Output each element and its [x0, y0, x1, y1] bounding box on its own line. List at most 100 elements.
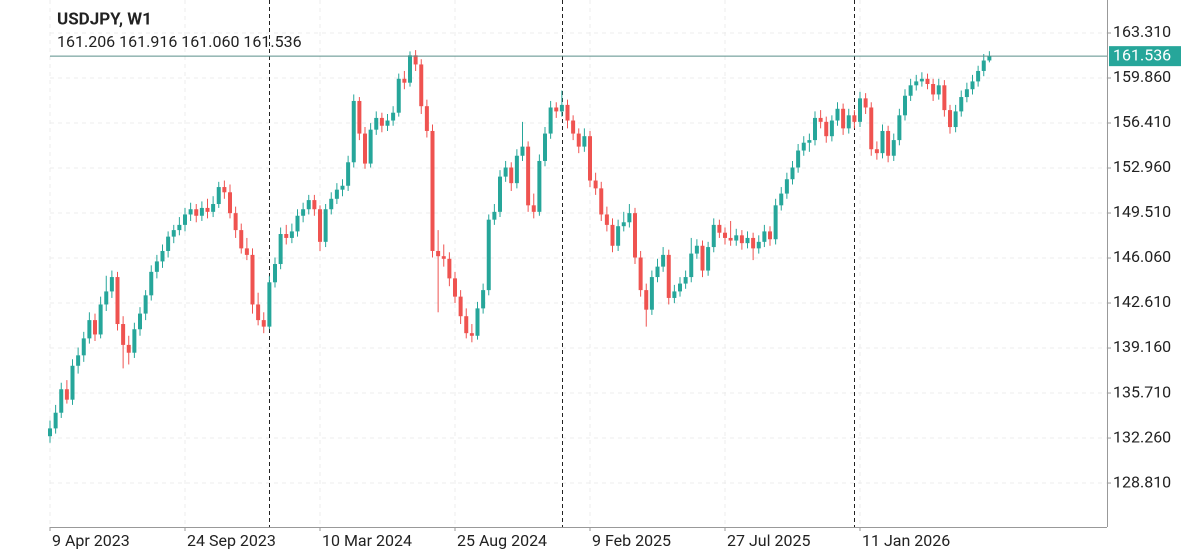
- candle-body: [64, 389, 69, 400]
- y-tick-label: 139.160: [1113, 337, 1171, 356]
- candle-body: [616, 226, 621, 246]
- candle-body: [312, 200, 317, 210]
- candle-body: [509, 167, 514, 184]
- candle-body: [599, 188, 604, 215]
- candle-body: [576, 133, 581, 147]
- candle-body: [880, 130, 885, 154]
- candle-body: [430, 130, 435, 251]
- candle-body: [453, 278, 457, 297]
- candle-body: [138, 313, 142, 330]
- candle-body: [154, 261, 159, 272]
- candle-body: [402, 78, 407, 83]
- candle-body: [678, 283, 682, 292]
- candle-body: [914, 81, 919, 86]
- candle-body: [655, 266, 660, 278]
- candle-body: [441, 256, 446, 259]
- x-tick-label: 9 Apr 2023: [52, 531, 130, 550]
- candle-body: [222, 187, 227, 193]
- candle-body: [627, 213, 632, 223]
- y-tick-label: 142.610: [1113, 292, 1171, 311]
- candle-body: [717, 224, 722, 233]
- candle-body: [520, 146, 525, 156]
- candle-body: [301, 209, 306, 216]
- candle-body: [250, 254, 255, 305]
- x-tick-label: 10 Mar 2024: [322, 531, 412, 550]
- candle-body: [149, 271, 154, 296]
- candle-body: [132, 329, 137, 353]
- y-tick-label: 135.710: [1113, 382, 1171, 401]
- candle-body: [464, 316, 469, 334]
- candle-body: [565, 104, 570, 121]
- y-tick-label: 156.410: [1113, 112, 1171, 131]
- x-tick-label: 24 Sep 2023: [187, 531, 276, 550]
- candle-body: [548, 107, 553, 134]
- candle-body: [784, 179, 789, 194]
- candle-body: [903, 95, 907, 116]
- candle-body: [723, 232, 727, 238]
- candle-body: [964, 89, 969, 98]
- x-tick-label: 11 Jan 2026: [862, 531, 950, 550]
- candle-body: [942, 85, 947, 111]
- candle-body: [413, 55, 418, 65]
- candle-body: [689, 253, 694, 278]
- candle-body: [469, 333, 474, 336]
- candle-body: [531, 205, 536, 212]
- y-tick-label: 152.960: [1113, 157, 1171, 176]
- chart-subtitle: 161.206 161.916 161.060 161.536: [57, 32, 302, 51]
- candle-body: [588, 136, 592, 181]
- candle-body: [762, 231, 767, 242]
- candle-body: [424, 106, 429, 131]
- candle-body: [891, 140, 896, 156]
- candle-body: [115, 277, 120, 325]
- candle-body: [126, 344, 131, 353]
- y-tick-label: 149.510: [1113, 202, 1171, 221]
- candle-body: [143, 295, 148, 314]
- candle-body: [841, 108, 846, 129]
- candle-body: [756, 241, 761, 249]
- last-price-label: 161.536: [1113, 45, 1171, 64]
- candle-body: [121, 324, 126, 345]
- candle-body: [93, 320, 97, 335]
- candle-body: [649, 277, 654, 310]
- candle-body: [104, 291, 109, 305]
- candle-body: [807, 140, 812, 143]
- candle-body: [171, 230, 176, 237]
- x-tick-label: 9 Feb 2025: [592, 531, 671, 550]
- candle-body: [514, 155, 519, 184]
- candle-body: [329, 198, 334, 210]
- candle-body: [835, 108, 840, 121]
- candle-body: [768, 231, 772, 240]
- candle-body: [188, 209, 193, 215]
- chart-title: USDJPY, W1: [57, 9, 152, 29]
- candle-body: [987, 56, 992, 61]
- overlay-layer: 128.810 132.260 135.710 139.160 142.610 146.0…: [49, 22, 1181, 550]
- candle-body: [278, 234, 283, 265]
- candle-body: [824, 121, 829, 137]
- candle-body: [228, 192, 232, 214]
- candle-body: [638, 257, 643, 291]
- candle-body: [874, 149, 879, 154]
- candle-body: [183, 214, 187, 225]
- candle-body: [160, 250, 165, 262]
- candle-body: [53, 412, 58, 429]
- candle-body: [419, 64, 424, 107]
- candle-body: [604, 214, 609, 225]
- candle-body: [801, 142, 806, 151]
- candle-body: [869, 107, 874, 150]
- candle-body: [48, 428, 52, 437]
- candle-body: [357, 100, 362, 134]
- candle-body: [385, 120, 390, 126]
- candle-body: [852, 115, 857, 122]
- candle-body: [391, 112, 396, 121]
- candle-body: [351, 100, 356, 163]
- candle-body: [76, 355, 81, 366]
- candle-body: [273, 264, 277, 283]
- candle-body: [818, 117, 823, 122]
- candle-body: [936, 85, 941, 95]
- candle-body: [959, 97, 964, 112]
- candle-body: [526, 146, 531, 206]
- candle-body: [683, 277, 688, 284]
- candle-body: [543, 133, 547, 161]
- candle-body: [194, 209, 199, 216]
